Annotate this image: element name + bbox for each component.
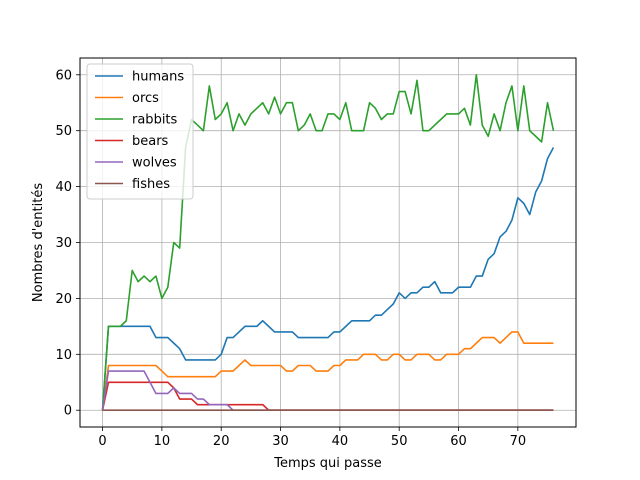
y-axis-label: Nombres d'entités [31,183,46,302]
legend-label-rabbits: rabbits [132,113,178,128]
y-tick-label: 50 [55,124,72,139]
y-tick-label: 30 [55,236,72,251]
legend-label-humans: humans [132,70,184,85]
x-axis-label: Temps qui passe [273,456,382,471]
y-tick-label: 0 [64,404,72,419]
x-tick-label: 50 [391,434,408,449]
legend-label-orcs: orcs [132,91,159,106]
legend-label-fishes: fishes [132,177,170,192]
legend-label-bears: bears [132,134,169,149]
legend-label-wolves: wolves [132,156,177,171]
x-tick-label: 60 [450,434,467,449]
series-line-orcs [103,332,554,410]
x-tick-label: 40 [332,434,349,449]
x-tick-label: 10 [154,434,171,449]
series-line-bears [103,382,554,410]
x-tick-label: 70 [510,434,527,449]
x-tick-label: 0 [98,434,106,449]
y-tick-label: 20 [55,292,72,307]
y-tick-label: 60 [55,68,72,83]
x-tick-label: 20 [213,434,230,449]
y-tick-label: 40 [55,180,72,195]
y-tick-label: 10 [55,348,72,363]
legend: humans orcs rabbits bears wolves fishes [87,64,193,199]
x-tick-label: 30 [272,434,289,449]
